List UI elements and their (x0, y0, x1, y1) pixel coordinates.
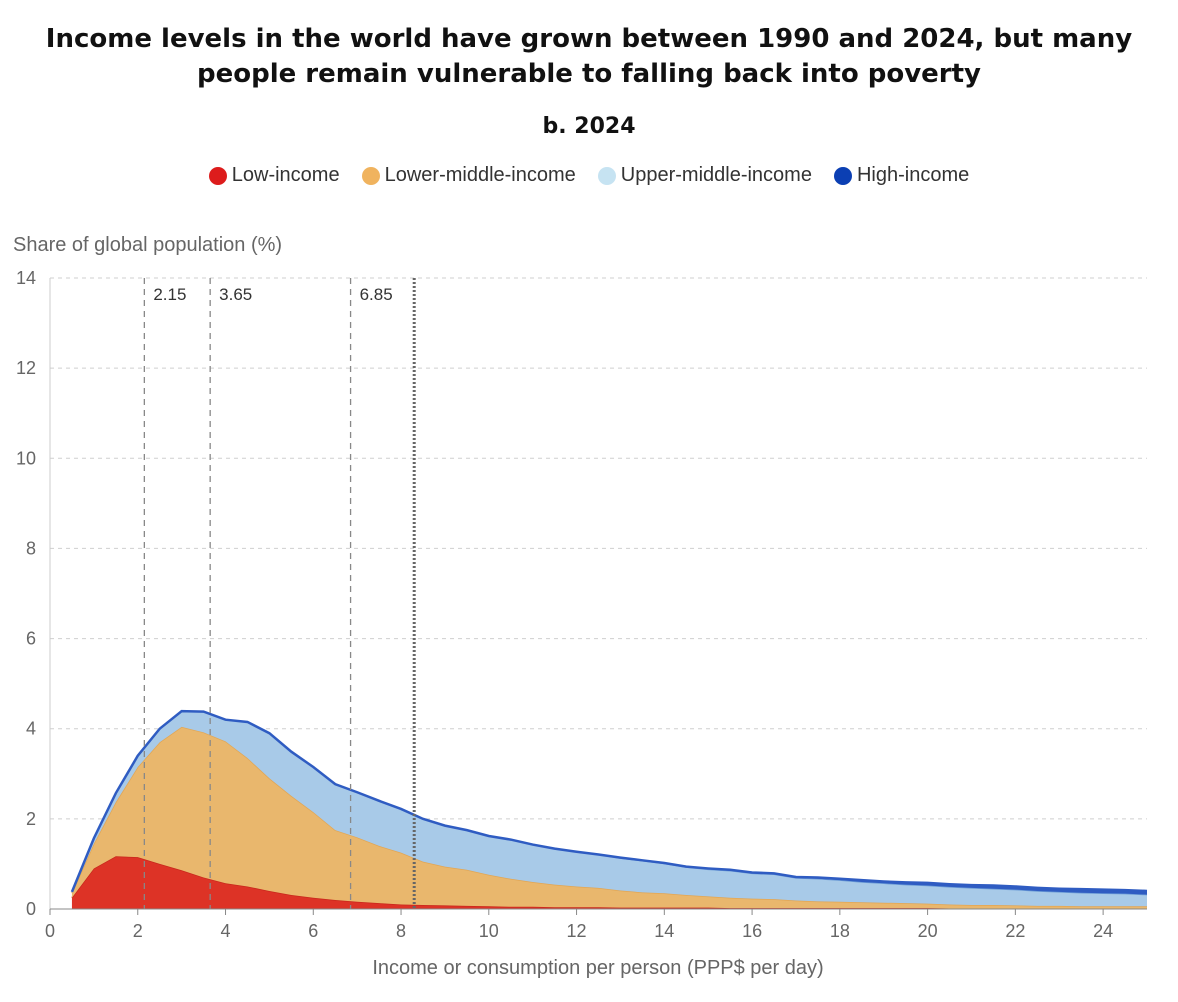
reference-lines: 2.15 3.65 6.85 (143, 278, 416, 909)
area-edge-high-income (70, 709, 1148, 893)
chart-title-line-2: people remain vulnerable to falling back… (196, 59, 981, 89)
legend-label-high-income: High-income (856, 164, 970, 186)
x-tick-label-0: 0 (45, 921, 55, 941)
chart-title: Income levels in the world have grown be… (0, 22, 1178, 92)
y-tick-label-12: 12 (16, 358, 36, 378)
stacked-areas (70, 709, 1148, 910)
legend-item-low-income[interactable]: Low-income (208, 164, 340, 187)
legend-item-high-income[interactable]: High-income (833, 164, 970, 187)
legend-marker-low-income (208, 166, 227, 185)
y-tick-label-8: 8 (26, 538, 36, 558)
x-tick-label-22: 22 (1005, 921, 1025, 941)
reference-label-6.85: 6.85 (360, 285, 393, 304)
legend-marker-lower-middle-income (361, 166, 380, 185)
x-tick-label-2: 2 (133, 921, 143, 941)
chart-legend: Low-income Lower-middle-income Upper-mid… (0, 164, 1178, 187)
x-tick-label-16: 16 (742, 921, 762, 941)
legend-marker-upper-middle-income (597, 166, 616, 185)
y-tick-label-0: 0 (26, 899, 36, 919)
legend-label-lower-middle-income: Lower-middle-income (384, 164, 576, 186)
reference-label-3.65: 3.65 (219, 285, 252, 304)
x-tick-label-14: 14 (654, 921, 674, 941)
y-tick-label-4: 4 (26, 719, 36, 739)
x-axis-label: Income or consumption per person (PPP$ p… (372, 957, 823, 979)
y-tick-label-14: 14 (16, 268, 36, 288)
area-upper-middle-income (71, 711, 1148, 907)
y-axis-label: Share of global population (%) (13, 234, 282, 256)
legend-item-lower-middle-income[interactable]: Lower-middle-income (361, 164, 576, 187)
area-lower-middle-income (71, 726, 1148, 909)
legend-label-low-income: Low-income (231, 164, 340, 186)
x-tick-label-20: 20 (918, 921, 938, 941)
gridlines (50, 277, 1147, 820)
x-tick-label-10: 10 (479, 921, 499, 941)
x-tick-label-6: 6 (308, 921, 318, 941)
y-tick-label-6: 6 (26, 629, 36, 649)
y-tick-label-2: 2 (26, 809, 36, 829)
x-tick-label-4: 4 (221, 921, 231, 941)
chart-subtitle: b. 2024 (542, 114, 636, 139)
x-tick-label-12: 12 (567, 921, 587, 941)
chart-title-line-1: Income levels in the world have grown be… (45, 24, 1133, 54)
x-tick-label-8: 8 (396, 921, 406, 941)
x-tick-label-18: 18 (830, 921, 850, 941)
legend-marker-high-income (833, 166, 852, 185)
x-tick-label-24: 24 (1093, 921, 1113, 941)
legend-item-upper-middle-income[interactable]: Upper-middle-income (597, 164, 812, 187)
reference-label-2.15: 2.15 (153, 285, 186, 304)
area-low-income (71, 856, 1148, 909)
legend-label-upper-middle-income: Upper-middle-income (620, 164, 812, 186)
y-tick-label-10: 10 (16, 448, 36, 468)
